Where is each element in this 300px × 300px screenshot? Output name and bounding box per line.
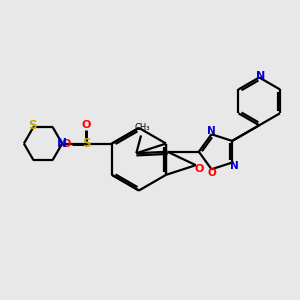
Text: O: O [207, 168, 216, 178]
Text: N: N [57, 137, 67, 150]
Text: O: O [81, 120, 91, 130]
Text: O: O [194, 164, 203, 174]
Text: O: O [61, 139, 71, 148]
Text: N: N [207, 126, 216, 136]
Text: N: N [230, 160, 238, 170]
Text: N: N [256, 70, 265, 81]
Text: S: S [82, 137, 90, 150]
Text: S: S [28, 118, 36, 132]
Text: CH₃: CH₃ [134, 123, 149, 132]
